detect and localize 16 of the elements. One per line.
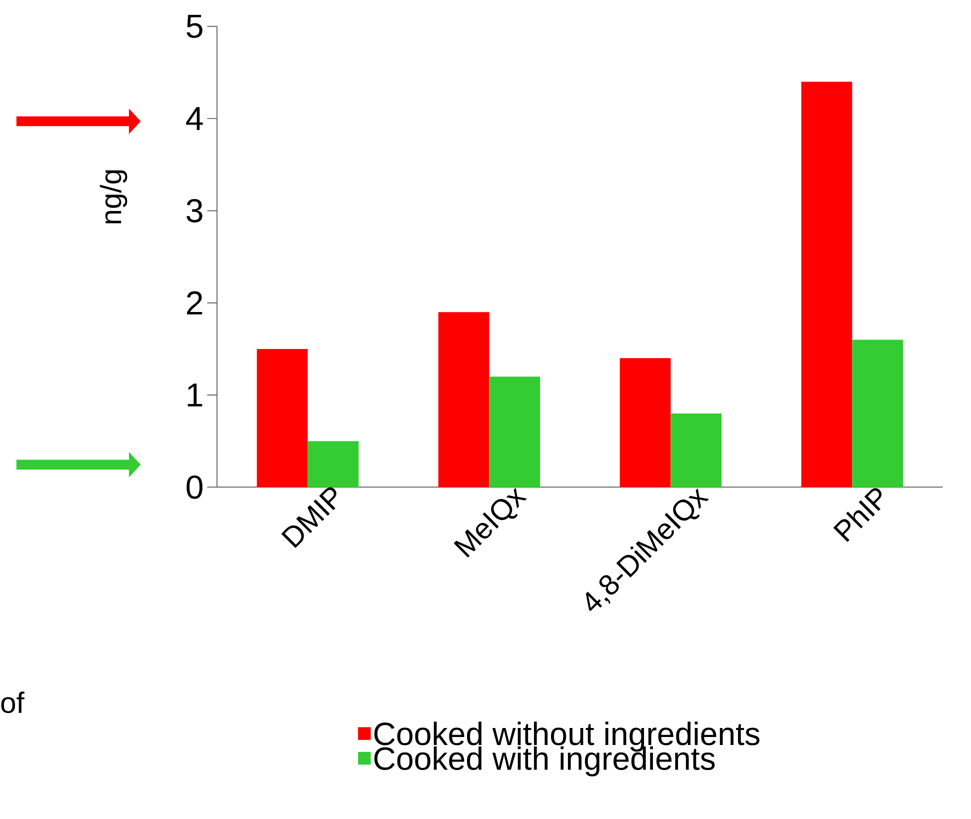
- y-tick-label: 0: [186, 476, 202, 499]
- y-tick-label: 1: [188, 384, 202, 407]
- y-axis-title: ng/g: [100, 170, 128, 224]
- y-tick-label: 4: [186, 107, 203, 130]
- bar: [308, 441, 359, 488]
- bar: [801, 82, 852, 488]
- bar: [670, 414, 722, 488]
- bar: [438, 312, 490, 488]
- bar: [489, 376, 540, 488]
- y-tick-label: 5: [186, 14, 202, 38]
- y-tick-label: 3: [186, 199, 202, 223]
- text: of: [1, 692, 24, 714]
- bar: [620, 358, 671, 488]
- bar: [852, 340, 904, 488]
- y-tick-label: 2: [187, 291, 202, 315]
- bar: [256, 349, 308, 488]
